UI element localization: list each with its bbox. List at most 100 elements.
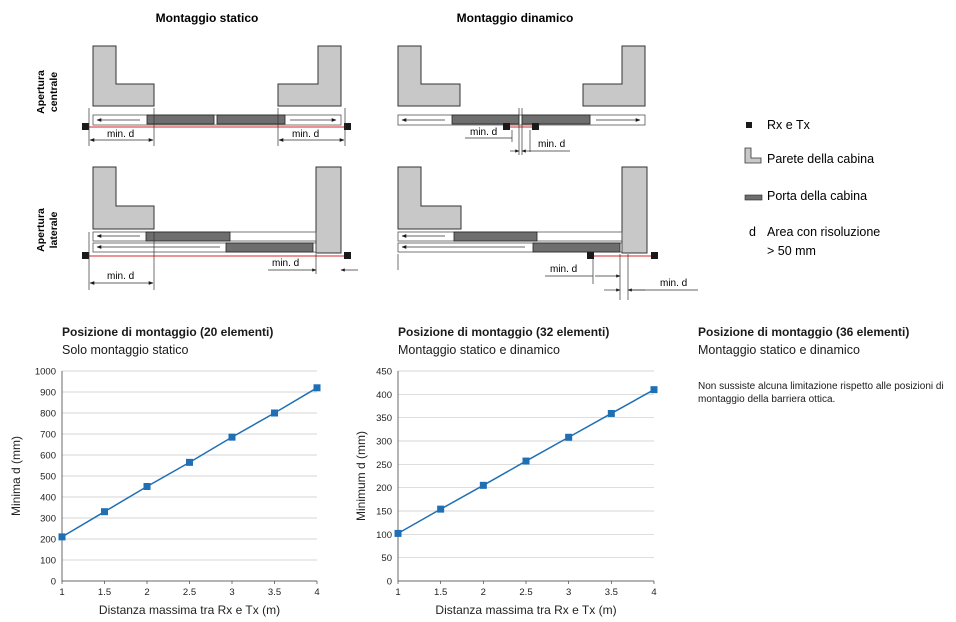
section-note-36: Non sussiste alcuna limitazione rispetto… <box>698 381 944 405</box>
data-point <box>565 433 573 441</box>
x-axis-label: Distanza massima tra Rx e Tx (m) <box>99 603 280 617</box>
y-tick-label: 350 <box>376 413 392 424</box>
cabin-door-inner <box>145 231 231 242</box>
section-title-36: Posizione di montaggio (36 elementi) <box>698 325 910 339</box>
y-tick-label: 300 <box>40 514 56 525</box>
dim-label: min. d <box>538 139 565 150</box>
cabin-door-inner <box>453 231 538 242</box>
heading-static-mounting: Montaggio statico <box>156 11 259 25</box>
row-label-central-2: centrale <box>48 72 60 112</box>
data-point <box>650 386 658 394</box>
cabin-door-left <box>146 114 215 125</box>
data-point <box>101 508 108 516</box>
cabin-wall-right <box>277 45 342 107</box>
cabin-door-outer <box>532 242 621 253</box>
y-tick-label: 100 <box>40 556 56 567</box>
data-point <box>228 433 236 441</box>
dim-label: min. d <box>292 129 319 140</box>
row-label-central-1: Apertura <box>35 70 47 114</box>
y-axis-label: Minima d (mm) <box>9 436 23 516</box>
section-subtitle-20: Solo montaggio statico <box>62 343 189 357</box>
x-tick-label: 4 <box>651 587 656 598</box>
sensor-rx <box>82 123 89 130</box>
diagram-dynamic-lateral: min. d min. d <box>397 166 698 300</box>
x-tick-label: 1 <box>59 587 64 598</box>
cabin-wall-right <box>621 166 648 254</box>
x-tick-label: 1.5 <box>98 587 111 598</box>
y-tick-label: 600 <box>40 451 56 462</box>
dim-label: min. d <box>107 271 134 282</box>
cabin-wall-left <box>397 166 462 230</box>
legend-door: Porta della cabina <box>767 189 867 203</box>
legend-d-symbol: d <box>749 225 756 239</box>
y-tick-label: 400 <box>376 390 392 401</box>
data-point <box>313 384 321 392</box>
y-tick-label: 150 <box>376 507 392 518</box>
sensor-tx <box>651 252 658 259</box>
x-tick-label: 3 <box>229 587 234 598</box>
sensor-tx <box>344 123 351 130</box>
cabin-wall-right <box>315 166 342 254</box>
dim-label: min. d <box>107 129 134 140</box>
y-tick-label: 700 <box>40 430 56 441</box>
data-point <box>522 457 530 465</box>
legend: Rx e Tx Parete della cabina Porta della … <box>744 118 880 258</box>
diagram-dynamic-central: min. d min. d <box>397 45 646 155</box>
data-point <box>437 505 445 513</box>
x-tick-label: 3.5 <box>268 587 281 598</box>
dim-label: min. d <box>470 127 497 138</box>
section-title-20: Posizione di montaggio (20 elementi) <box>62 325 274 339</box>
x-tick-label: 2.5 <box>183 587 196 598</box>
y-tick-label: 900 <box>40 388 56 399</box>
y-tick-label: 0 <box>51 577 56 588</box>
x-tick-label: 2 <box>481 587 486 598</box>
section-title-32: Posizione di montaggio (32 elementi) <box>398 325 610 339</box>
data-point <box>271 409 278 417</box>
y-axis-label: Minimum d (mm) <box>354 431 368 521</box>
chart-20-elements: 0 100 200 300 400 500 600 700 800 900 1000 1 1.5 2 2.5… <box>9 367 321 617</box>
cabin-door-left <box>451 114 520 125</box>
data-point <box>58 533 66 541</box>
x-tick-label: 1 <box>395 587 400 598</box>
dim-label: min. d <box>660 278 687 289</box>
x-tick-label: 3 <box>566 587 571 598</box>
legend-rx-tx: Rx e Tx <box>767 118 811 132</box>
sensor-rx <box>503 123 510 130</box>
x-tick-label: 3.5 <box>605 587 618 598</box>
y-tick-label: 250 <box>376 460 392 471</box>
data-point <box>143 483 151 490</box>
data-point <box>394 529 402 537</box>
legend-wall-symbol <box>744 147 762 164</box>
legend-area-line1: Area con risoluzione <box>767 225 880 239</box>
heading-dynamic-mounting: Montaggio dinamico <box>457 11 574 25</box>
data-point <box>186 458 193 466</box>
dim-label: min. d <box>272 258 299 269</box>
x-tick-label: 4 <box>314 587 319 598</box>
y-tick-label: 100 <box>376 530 392 541</box>
y-tick-label: 50 <box>381 553 392 564</box>
y-tick-label: 200 <box>376 483 392 494</box>
y-tick-label: 400 <box>40 493 56 504</box>
x-tick-label: 1.5 <box>434 587 447 598</box>
cabin-wall-left <box>397 45 461 107</box>
x-tick-label: 2 <box>144 587 149 598</box>
row-label-lateral-2: laterale <box>48 211 60 248</box>
sensor-rx <box>587 252 594 259</box>
legend-area-line2: > 50 mm <box>767 244 816 258</box>
cabin-door-outer <box>225 242 314 253</box>
section-subtitle-36: Montaggio statico e dinamico <box>698 343 860 357</box>
y-tick-label: 450 <box>376 367 392 378</box>
x-axis-label: Distanza massima tra Rx e Tx (m) <box>435 603 616 617</box>
y-tick-label: 800 <box>40 409 56 420</box>
data-point <box>607 409 615 417</box>
cabin-door-right <box>521 114 591 125</box>
diagram-static-lateral: min. d min. d <box>82 166 358 290</box>
data-point <box>479 481 487 489</box>
cabin-door-right <box>216 114 286 125</box>
legend-wall: Parete della cabina <box>767 152 874 166</box>
sensor-tx <box>344 252 351 259</box>
diagram-static-central: min. d min. d <box>82 45 351 146</box>
cabin-wall-left <box>92 166 155 230</box>
y-tick-label: 1000 <box>35 367 56 378</box>
